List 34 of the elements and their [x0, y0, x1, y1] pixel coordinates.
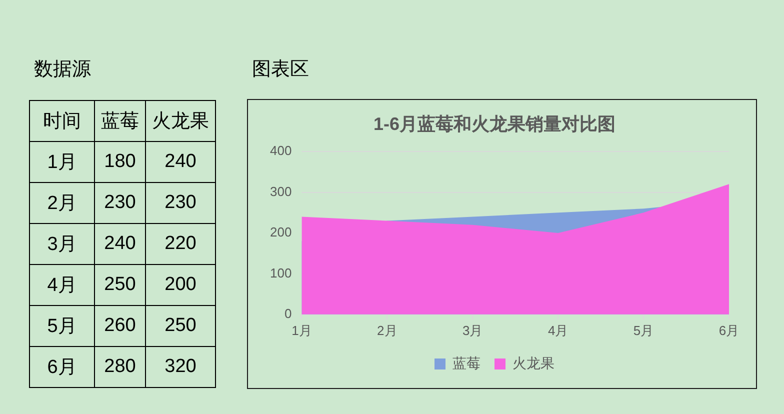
y-axis-title: 时间: [43, 111, 81, 132]
legend-label: 火龙果: [512, 354, 554, 371]
x-tick-label: 1月: [292, 322, 312, 338]
y-tick-label: 300: [270, 184, 292, 199]
data-label: 200: [146, 264, 216, 306]
y-tick-label: 400: [270, 143, 292, 158]
text: 图表区: [252, 59, 309, 80]
x-tick-label: 5月: [633, 322, 654, 338]
data-label: 280: [94, 346, 146, 388]
data-label: 250: [146, 306, 216, 346]
data-label: 250: [94, 264, 146, 306]
y-tick-label: 100: [270, 265, 292, 280]
chart-title: 1-6月蓝莓和火龙果销量对比图: [373, 114, 616, 134]
data-label: 230: [146, 182, 216, 224]
data-label: 240: [94, 224, 146, 264]
chart-title: 数据源: [34, 59, 91, 80]
y-tick-label: 200: [270, 224, 292, 240]
y-tick-label: 1月: [47, 152, 77, 173]
data-label: 240: [146, 142, 216, 182]
data-label: 180: [94, 142, 146, 182]
data-label: 220: [146, 224, 216, 264]
x-tick-label: 6月: [718, 322, 740, 338]
data-label: 320: [146, 346, 216, 388]
y-tick-label: 0: [284, 306, 292, 321]
x-tick-label: 4月: [548, 322, 568, 338]
legend-label: 蓝莓: [452, 354, 480, 371]
x-tick-label: 3月: [462, 322, 483, 338]
y-tick-label: 3月: [47, 234, 77, 255]
data-label: 260: [94, 306, 146, 346]
y-tick-label: 6月: [47, 357, 77, 378]
x-tick-label: 2月: [377, 322, 398, 338]
data-label: 230: [94, 182, 146, 224]
y-tick-label: 2月: [47, 193, 77, 214]
y-tick-label: 4月: [47, 275, 77, 296]
